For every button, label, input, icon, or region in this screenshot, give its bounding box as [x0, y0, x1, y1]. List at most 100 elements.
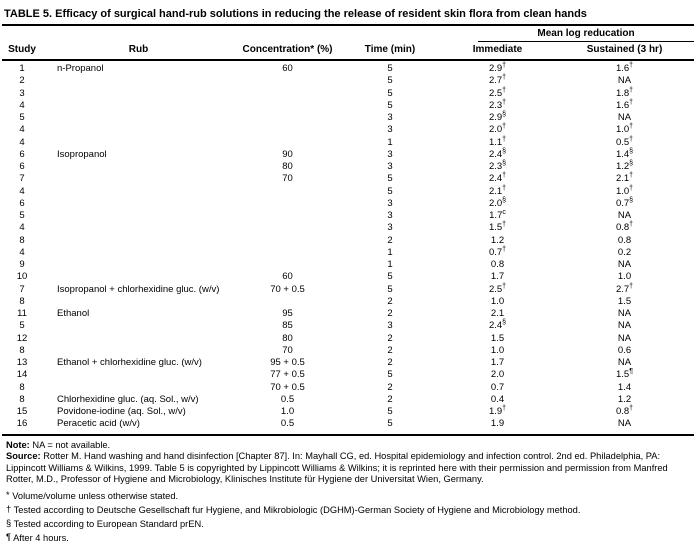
note-line: Note: NA = not available. — [6, 440, 692, 452]
cell-immediate: 2.0 — [490, 369, 505, 381]
cell-time: 3 — [387, 148, 393, 160]
column-header-rub: Rub — [128, 44, 149, 55]
cell-sustained: NA — [617, 418, 632, 430]
footnote-text: Tested according to Deutsche Gesellschaf… — [11, 504, 581, 515]
column-header-study: Study — [8, 44, 36, 55]
cell-sustained: 1.8† — [615, 86, 634, 99]
cell-study: 8 — [19, 234, 25, 246]
cell-immediate: 1.7 — [490, 357, 505, 368]
cell-time: 3 — [387, 197, 393, 209]
cell-sustained: 2.7† — [615, 282, 634, 295]
cell-sustained: 1.5¶ — [616, 368, 633, 381]
cell-concentration: 70 — [282, 344, 293, 356]
column-header-immediate: Immediate — [472, 44, 523, 55]
footnote-marker: † — [502, 221, 507, 229]
cell-time: 3 — [387, 124, 393, 136]
cell-immediate: 1.9 — [490, 418, 505, 430]
table-row: 2 5 2.7† NA — [2, 74, 694, 87]
cell-time: 3 — [387, 161, 393, 172]
cell-immediate: 1.1† — [488, 135, 507, 148]
cell-immediate: 1.0 — [490, 344, 505, 356]
footnote-line: † Tested according to Deutsche Gesellsch… — [6, 503, 692, 517]
table-row: 6 3 2.0§ 0.7§ — [2, 197, 694, 210]
footnote-line: * Volume/volume unless otherwise stated. — [6, 489, 692, 503]
table-row: 16 Peracetic acid (w/v) 0.5 5 1.9 NA — [2, 418, 694, 430]
cell-sustained: 1.2 — [617, 393, 632, 405]
cell-study: 8 — [19, 381, 25, 393]
cell-study: 5 — [19, 210, 25, 221]
cell-sustained: 0.8† — [615, 404, 634, 417]
cell-rub — [42, 100, 235, 112]
cell-immediate: 0.8 — [490, 259, 505, 270]
footnote-marker: ¶ — [6, 532, 11, 543]
footnote-marker: † — [6, 503, 12, 514]
table-row: 11 Ethanol 95 2 2.1 NA — [2, 308, 694, 320]
cell-concentration: 90 — [282, 148, 293, 160]
cell-time: 1 — [387, 246, 393, 258]
cell-time: 2 — [387, 308, 393, 319]
cell-study: 6 — [19, 161, 25, 172]
table-row: 4 3 2.0† 1.0† — [2, 123, 694, 136]
table-row: 6 80 3 2.3§ 1.2§ — [2, 160, 694, 173]
cell-rub — [42, 259, 235, 271]
cell-sustained: 0.8† — [615, 221, 634, 234]
cell-concentration: 1.0 — [280, 406, 295, 417]
footnote-text: After 4 hours. — [11, 533, 69, 544]
cell-sustained: NA — [617, 259, 632, 270]
footnote-marker: † — [502, 61, 507, 69]
cell-sustained: 2.1† — [615, 172, 634, 185]
cell-sustained: NA — [617, 332, 632, 344]
footnote-marker: § — [502, 147, 507, 155]
footnote-text: Volume/volume unless otherwise stated. — [9, 490, 179, 501]
cell-concentration: 70 + 0.5 — [270, 283, 305, 295]
table-title: TABLE 5. Efficacy of surgical hand-rub s… — [2, 6, 694, 26]
table-footer: Note: NA = not available. Source: Rotter… — [2, 436, 694, 546]
cell-rub — [42, 222, 235, 234]
footnote-marker: § — [6, 517, 12, 528]
cell-time: 5 — [387, 283, 393, 295]
cell-time: 2 — [387, 344, 393, 356]
cell-sustained: NA — [617, 357, 632, 368]
cell-study: 4 — [19, 185, 25, 197]
cell-time: 2 — [387, 234, 393, 246]
table-row: 5 85 3 2.4§ NA — [2, 319, 694, 332]
cell-study: 1 — [19, 63, 25, 74]
cell-time: 2 — [387, 381, 393, 393]
cell-concentration: 60 — [282, 63, 293, 74]
table-row: 7 70 5 2.4† 2.1† — [2, 172, 694, 185]
cell-study: 4 — [19, 246, 25, 258]
cell-concentration: 70 — [282, 173, 293, 185]
table-row: 4 5 2.1† 1.0† — [2, 184, 694, 198]
table-row: 4 1 1.1† 0.5† — [2, 135, 694, 149]
footnote-marker: † — [629, 123, 634, 131]
footnote-marker: † — [629, 184, 634, 192]
footnote-marker: † — [629, 282, 634, 290]
spanner-row: Mean log reducation — [2, 28, 694, 42]
cell-immediate: 1.9† — [488, 404, 507, 417]
cell-concentration — [235, 88, 340, 100]
cell-time: 5 — [387, 271, 393, 283]
cell-rub: Ethanol + chlorhexidine gluc. (w/v) — [57, 357, 202, 368]
source-line: Source: Rotter M. Hand washing and hand … — [6, 451, 692, 486]
footnote-text: Tested according to European Standard pr… — [11, 518, 204, 529]
table-row: 3 5 2.5† 1.8† — [2, 86, 694, 100]
cell-rub — [42, 112, 235, 124]
footnotes-list: * Volume/volume unless otherwise stated.… — [6, 489, 692, 546]
footnote-line: ¶ After 4 hours. — [6, 531, 692, 545]
cell-immediate: 1.7c — [489, 208, 506, 221]
cell-time: 5 — [387, 63, 393, 74]
cell-time: 2 — [387, 393, 393, 405]
cell-immediate: 2.5† — [488, 86, 507, 99]
cell-concentration — [235, 100, 340, 112]
cell-study: 3 — [19, 87, 25, 99]
footnote-marker: † — [502, 74, 507, 82]
cell-immediate: 2.9† — [488, 61, 507, 74]
footnote-marker: † — [502, 123, 507, 131]
cell-immediate: 2.0† — [488, 123, 507, 136]
cell-concentration — [235, 235, 340, 247]
cell-study: 6 — [19, 148, 25, 160]
cell-concentration: 70 + 0.5 — [270, 381, 305, 393]
table-row: 10 60 5 1.7 1.0 — [2, 271, 694, 283]
table-row: 5 3 1.7c NA — [2, 208, 694, 222]
cell-sustained: 1.0† — [615, 184, 634, 197]
